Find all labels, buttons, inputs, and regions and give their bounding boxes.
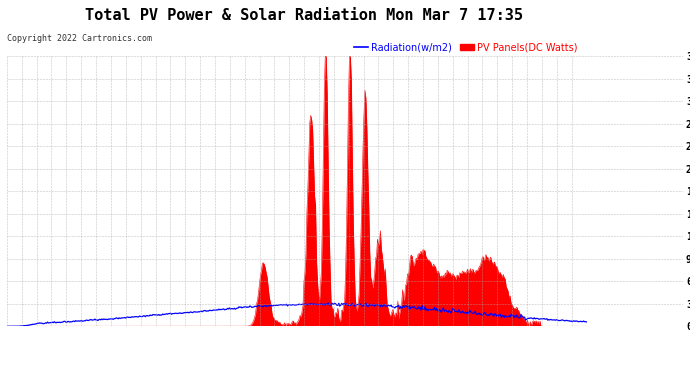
Legend: Radiation(w/m2), PV Panels(DC Watts): Radiation(w/m2), PV Panels(DC Watts) xyxy=(350,39,582,56)
Text: Copyright 2022 Cartronics.com: Copyright 2022 Cartronics.com xyxy=(7,34,152,43)
Text: Total PV Power & Solar Radiation Mon Mar 7 17:35: Total PV Power & Solar Radiation Mon Mar… xyxy=(85,8,522,22)
